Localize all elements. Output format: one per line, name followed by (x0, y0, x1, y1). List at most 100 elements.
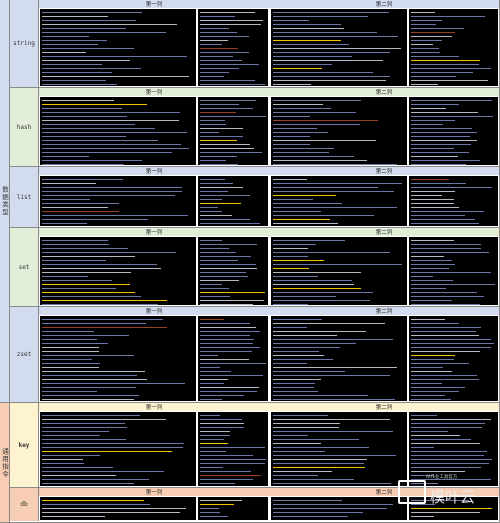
text-stroke (411, 516, 434, 517)
text-stroke (411, 124, 443, 125)
text-stroke (200, 64, 259, 65)
text-stroke (411, 276, 433, 277)
text-stroke (200, 240, 222, 241)
text-stroke (273, 40, 341, 41)
text-stroke (273, 56, 352, 57)
text-stroke (200, 56, 233, 57)
text-stroke (411, 327, 481, 328)
text-stroke (411, 32, 455, 33)
cell-col1-cmd (198, 316, 268, 401)
text-stroke (411, 256, 444, 257)
text-stroke (200, 223, 260, 224)
text-stroke (411, 179, 449, 180)
text-stroke (42, 288, 116, 289)
text-stroke (200, 483, 235, 484)
text-stroke (411, 48, 439, 49)
text-stroke (411, 331, 476, 332)
text-stroke (273, 427, 339, 428)
text-stroke (42, 427, 127, 428)
column-header-2: 第二列 (269, 0, 499, 8)
text-stroke (200, 359, 249, 360)
text-stroke (411, 120, 455, 121)
text-stroke (411, 72, 473, 73)
text-stroke (273, 248, 308, 249)
text-stroke (411, 395, 445, 396)
cell-col1-cmd (198, 497, 268, 520)
text-stroke (273, 116, 310, 117)
text-stroke (411, 343, 494, 344)
text-stroke (273, 331, 366, 332)
text-stroke (200, 12, 255, 13)
text-stroke (411, 447, 434, 448)
text-stroke (411, 504, 435, 505)
text-stroke (273, 112, 356, 113)
text-stroke (411, 80, 488, 81)
text-stroke (273, 395, 368, 396)
column-header-1: 第一列 (39, 88, 269, 96)
text-stroke (200, 272, 246, 273)
cell-col1-desc (40, 176, 196, 226)
text-stroke (273, 223, 338, 224)
text-stroke (273, 12, 389, 13)
text-stroke (42, 323, 146, 324)
text-stroke (273, 187, 378, 188)
text-stroke (42, 152, 172, 153)
text-stroke (411, 363, 469, 364)
text-stroke (42, 128, 155, 129)
text-stroke (273, 44, 349, 45)
text-stroke (200, 379, 228, 380)
text-stroke (200, 463, 265, 464)
text-stroke (411, 288, 446, 289)
text-stroke (411, 52, 440, 53)
text-stroke (42, 371, 145, 372)
text-stroke (42, 120, 179, 121)
text-stroke (273, 327, 307, 328)
text-stroke (200, 164, 238, 165)
text-stroke (411, 199, 454, 200)
cell-col1-desc (40, 9, 196, 86)
section-db: 第一列 第二列 (39, 488, 499, 521)
text-stroke (200, 179, 225, 180)
text-stroke (42, 132, 187, 133)
text-stroke (411, 144, 471, 145)
text-stroke (200, 268, 257, 269)
text-stroke (273, 335, 337, 336)
text-stroke (411, 223, 479, 224)
text-stroke (200, 296, 230, 297)
text-stroke (42, 44, 98, 45)
text-stroke (200, 323, 250, 324)
text-stroke (200, 431, 230, 432)
text-stroke (273, 467, 365, 468)
text-stroke (273, 483, 391, 484)
text-stroke (42, 268, 161, 269)
text-stroke (273, 179, 307, 180)
text-stroke (200, 160, 226, 161)
text-stroke (42, 36, 89, 37)
text-stroke (273, 516, 348, 517)
text-stroke (273, 76, 390, 77)
text-stroke (42, 195, 175, 196)
text-stroke (42, 471, 164, 472)
text-stroke (273, 504, 393, 505)
section-string: 第一列 第二列 (39, 0, 499, 88)
text-stroke (200, 207, 218, 208)
text-stroke (273, 272, 361, 273)
text-stroke (411, 335, 479, 336)
text-stroke (411, 423, 485, 424)
text-stroke (411, 355, 455, 356)
text-stroke (42, 504, 150, 505)
text-stroke (273, 60, 383, 61)
text-stroke (273, 124, 360, 125)
section-key: 第一列 第二列 (39, 403, 499, 488)
text-stroke (200, 148, 254, 149)
text-stroke (42, 76, 189, 77)
watermark: AI作业工具官方 模叶云 (396, 472, 496, 520)
cell-col2-cmd (409, 412, 498, 486)
text-stroke (42, 415, 140, 416)
text-stroke (200, 516, 228, 517)
text-stroke (411, 240, 454, 241)
text-stroke (273, 343, 356, 344)
text-stroke (42, 219, 148, 220)
column-header-2: 第二列 (269, 88, 499, 96)
text-stroke (200, 467, 223, 468)
